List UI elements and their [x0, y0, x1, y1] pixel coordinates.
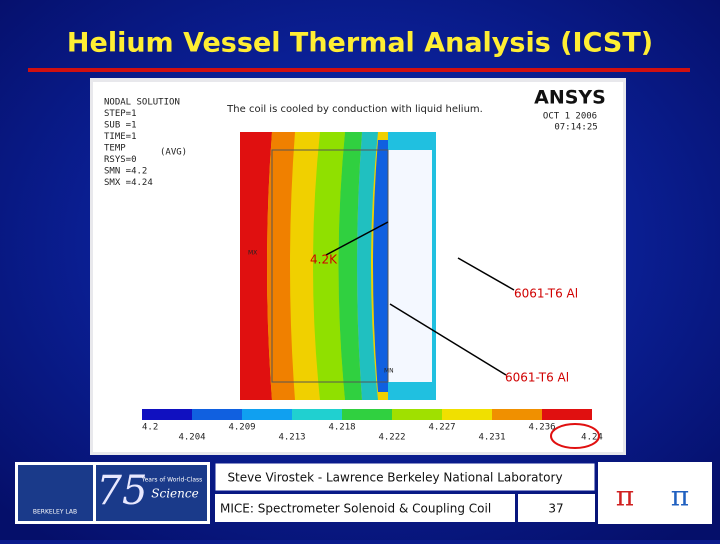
label: 4.2K: [310, 253, 338, 267]
header-line: TEMP: [104, 144, 126, 154]
page-box: [518, 494, 595, 522]
mx: MX: [248, 250, 257, 257]
lab-name: BERKELEY LAB: [33, 509, 77, 516]
header-line: STEP=1: [104, 109, 137, 119]
mn: MN: [384, 368, 394, 375]
highlight: [550, 423, 600, 449]
colorbar: [142, 409, 592, 420]
colorbar-labels: 4.2 4.204 4.209 4.213 4.218 4.222 4.227 4.231 4.…: [142, 423, 603, 443]
title: Helium Vessel Thermal Analysis (ICST): [67, 28, 653, 59]
colorbar-label: 4.204: [178, 433, 205, 443]
label: 6061-T6 Al: [505, 371, 569, 385]
header-line: TIME=1: [104, 132, 137, 142]
colorbar-label: 4.227: [428, 423, 455, 433]
leader: [457, 257, 515, 291]
leader: [325, 221, 389, 256]
mice-logo: π: [616, 480, 634, 513]
colorbar-label: 4.231: [478, 433, 505, 443]
title-rule: [28, 68, 690, 72]
header-line: SUB =1: [104, 121, 137, 131]
leader: [389, 303, 507, 376]
ansys-logo: ANSYS: [534, 87, 606, 109]
author: Steve Virostek - Lawrence Berkeley Natio…: [227, 471, 562, 485]
project: MICE: Spectrometer Solenoid & Coupling C…: [220, 502, 491, 516]
header-line: NODAL SOLUTION: [104, 98, 180, 108]
anniversary: 75: [97, 468, 148, 514]
lab-logo: [18, 465, 93, 521]
page-number: 37: [548, 502, 563, 516]
header-line: SMN =4.2: [104, 167, 147, 177]
date: OCT 1 2006: [543, 112, 597, 122]
anniversary-logo: [96, 465, 207, 521]
avg: (AVG): [160, 148, 187, 158]
colorbar-label: 4.209: [228, 423, 255, 433]
label: 6061-T6 Al: [514, 287, 578, 301]
anniversary-text: Years of World-Class: [141, 477, 203, 484]
colorbar-label: 4.2: [142, 423, 158, 433]
header-line: RSYS=0: [104, 155, 137, 165]
colorbar-label: 4.236: [528, 423, 555, 433]
colorbar-label: 4.218: [328, 423, 355, 433]
header-line: SMX =4.24: [104, 178, 153, 188]
time: 07:14:25: [554, 123, 597, 133]
mice-logos: [598, 462, 712, 524]
colorbar-label: 4.213: [278, 433, 305, 443]
colorbar-label: 4.222: [378, 433, 405, 443]
mice-logo: π: [671, 480, 689, 513]
author-box: [214, 462, 596, 492]
note: The coil is cooled by conduction with li…: [226, 104, 483, 115]
colorbar-label: 4.24: [581, 433, 603, 443]
project-box: [215, 494, 515, 522]
science: Science: [151, 487, 198, 501]
contour-plot: [240, 132, 436, 400]
